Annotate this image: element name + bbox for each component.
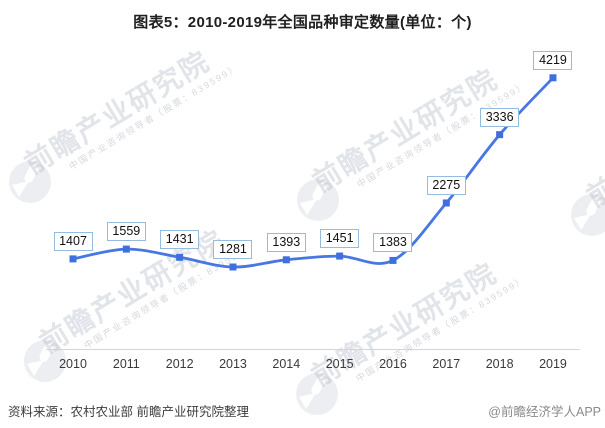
data-label: 3336 xyxy=(480,107,520,127)
x-axis-tick-label: 2014 xyxy=(272,357,301,371)
data-point-marker xyxy=(336,252,344,260)
qianzhan-logo-icon xyxy=(571,194,605,236)
x-axis-tick-label: 2011 xyxy=(112,357,140,371)
x-axis-tick-label: 2012 xyxy=(165,357,194,371)
data-label: 1393 xyxy=(266,232,306,252)
watermark-tile: 前瞻产业研究院中国产业咨询领导者（股票：839599） xyxy=(9,45,240,203)
x-axis-tick-label: 2013 xyxy=(219,357,247,371)
qianzhan-logo-icon xyxy=(9,161,51,203)
data-label: 1383 xyxy=(373,233,413,253)
data-point-marker xyxy=(229,263,237,271)
data-point-marker xyxy=(389,256,397,264)
series-line xyxy=(71,76,555,269)
source-note: 资料来源：农村农业部 前瞻产业研究院整理 xyxy=(8,405,249,419)
qianzhan-logo-icon xyxy=(24,340,66,382)
data-label: 4219 xyxy=(533,50,573,70)
data-label: 1281 xyxy=(213,240,253,259)
watermark-tile: 前瞻产业研究院中国产业咨询领导者（股票：839599） xyxy=(24,224,255,382)
watermark-tile: 前瞻产业研究院中国产业咨询领导者（股票：839599） xyxy=(297,63,528,221)
qianzhan-logo-icon xyxy=(296,373,338,415)
data-point-marker xyxy=(69,255,77,263)
data-point-marker xyxy=(496,131,504,139)
x-axis-tick-label: 2010 xyxy=(59,357,87,371)
data-label: 2275 xyxy=(426,175,466,195)
app-credit: @前瞻经济学人APP xyxy=(488,405,601,419)
data-point-marker xyxy=(549,74,557,82)
data-label: 1451 xyxy=(320,229,360,249)
watermark-tile: 前瞻产业研究院中国产业咨询领导者（股票：839599） xyxy=(296,257,527,415)
data-point-marker xyxy=(122,245,130,253)
data-point-marker xyxy=(442,199,450,207)
x-axis-tick-label: 2018 xyxy=(485,357,514,371)
data-point-marker xyxy=(176,253,184,261)
chart-title: 图表5：2010-2019年全国品种审定数量(单位：个) xyxy=(133,14,472,31)
x-axis-tick-label: 2015 xyxy=(325,357,354,371)
x-axis-tick-label: 2019 xyxy=(539,357,567,371)
qianzhan-logo-icon xyxy=(297,179,339,221)
x-axis-tick-label: 2016 xyxy=(379,357,407,371)
data-label: 1407 xyxy=(53,231,93,251)
data-point-marker xyxy=(282,256,290,264)
data-label: 1431 xyxy=(160,230,200,250)
data-label: 1559 xyxy=(106,222,146,242)
x-axis-tick-label: 2017 xyxy=(432,357,461,371)
